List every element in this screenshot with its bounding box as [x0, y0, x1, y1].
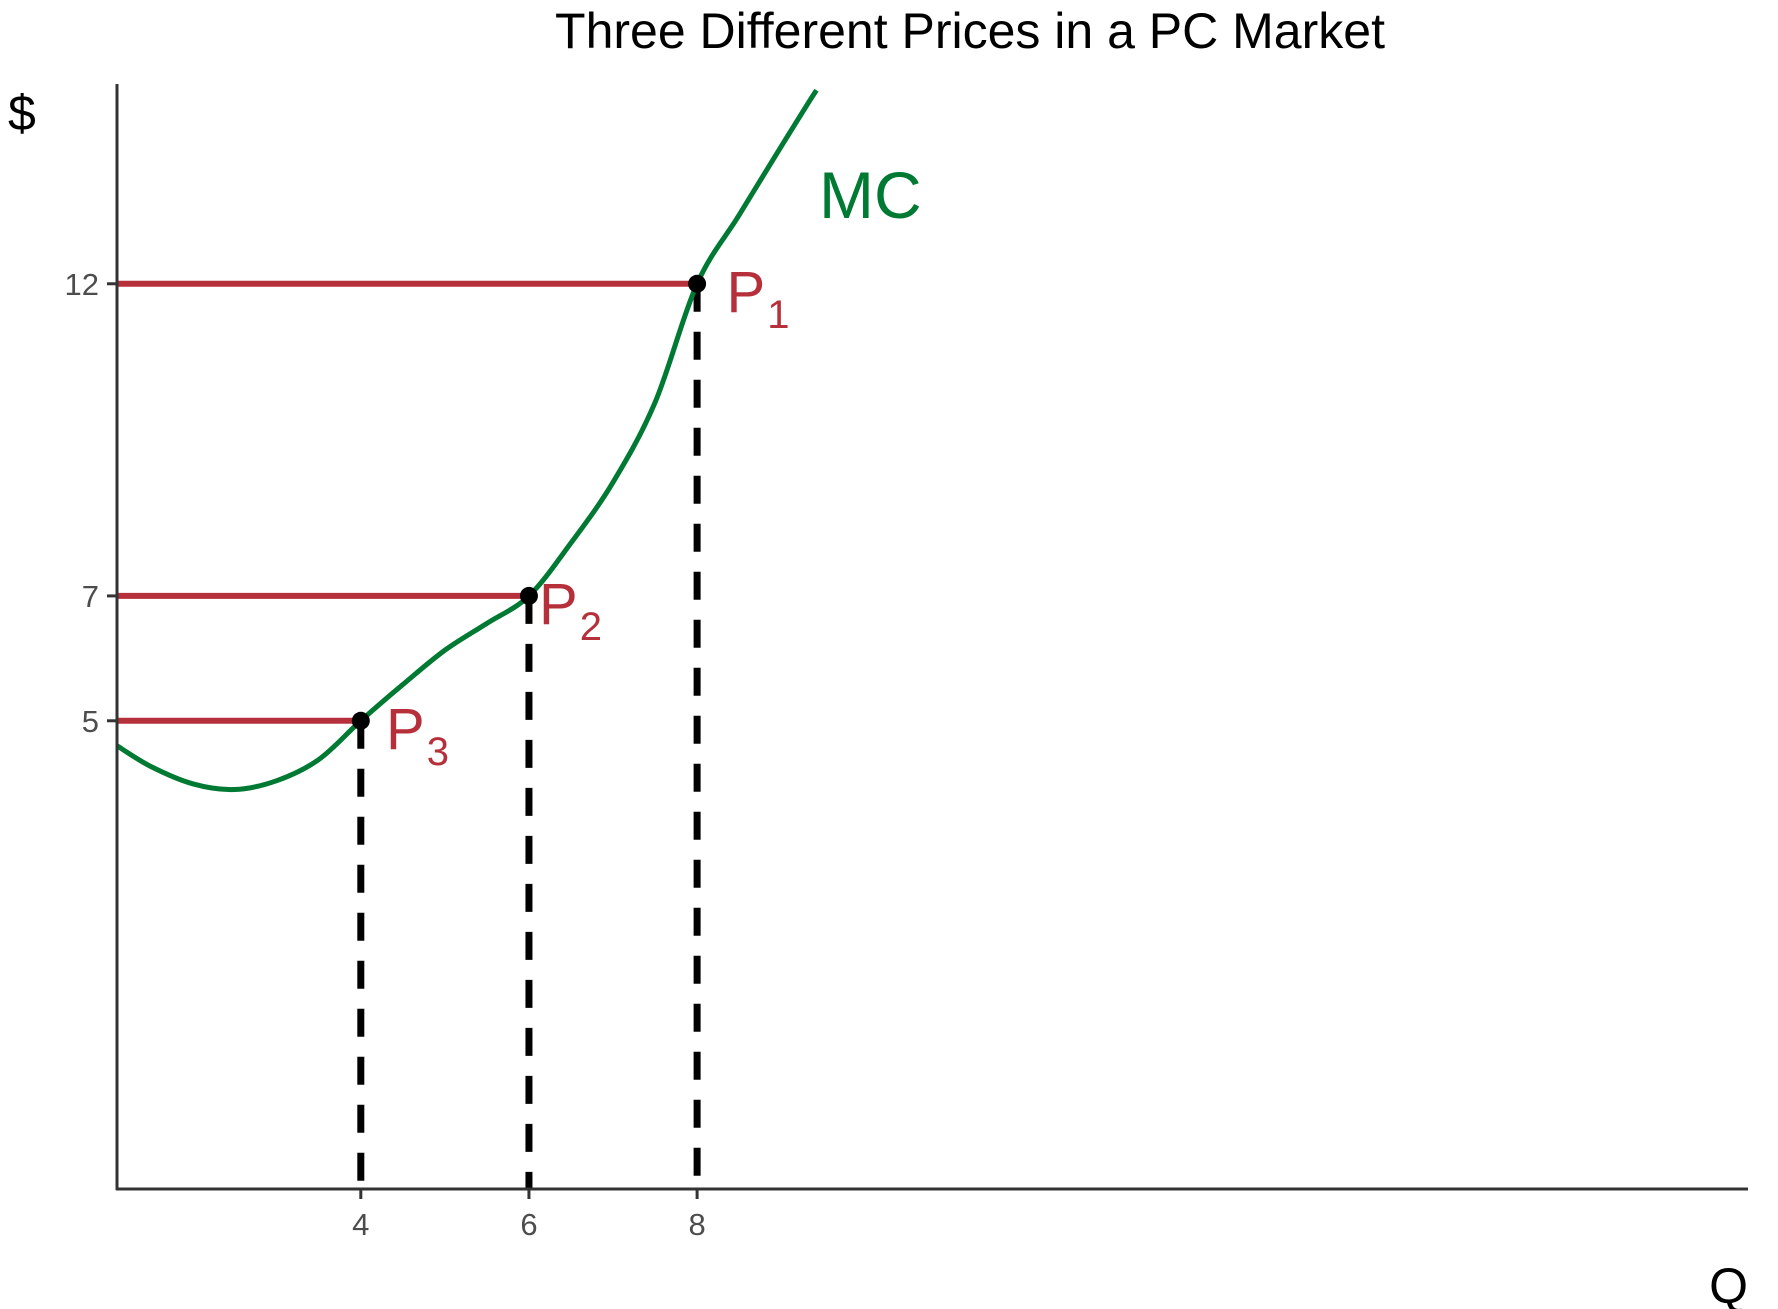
- mc-label: MC: [819, 158, 922, 232]
- point-p1: [688, 274, 707, 293]
- y-tick-label-5: 5: [82, 704, 99, 739]
- point-label-p2: P2: [539, 572, 602, 649]
- y-tick-label-12: 12: [65, 267, 99, 302]
- mc-curve: [115, 88, 819, 793]
- plot-area: MC 5 7 12 4 6 8 P1 P2 P3: [65, 84, 1748, 1242]
- point-label-p1: P1: [727, 260, 790, 337]
- chart-title: Three Different Prices in a PC Market: [555, 3, 1385, 59]
- y-tick-label-7: 7: [82, 579, 99, 614]
- x-tick-label-8: 8: [688, 1207, 705, 1242]
- point-p2: [519, 586, 538, 605]
- point-p3: [351, 711, 370, 730]
- point-label-p3: P3: [386, 697, 449, 774]
- x-tick-label-4: 4: [352, 1207, 369, 1242]
- y-axis-title: $: [8, 85, 36, 141]
- x-tick-label-6: 6: [520, 1207, 537, 1242]
- x-axis-title: Q: [1709, 1258, 1748, 1309]
